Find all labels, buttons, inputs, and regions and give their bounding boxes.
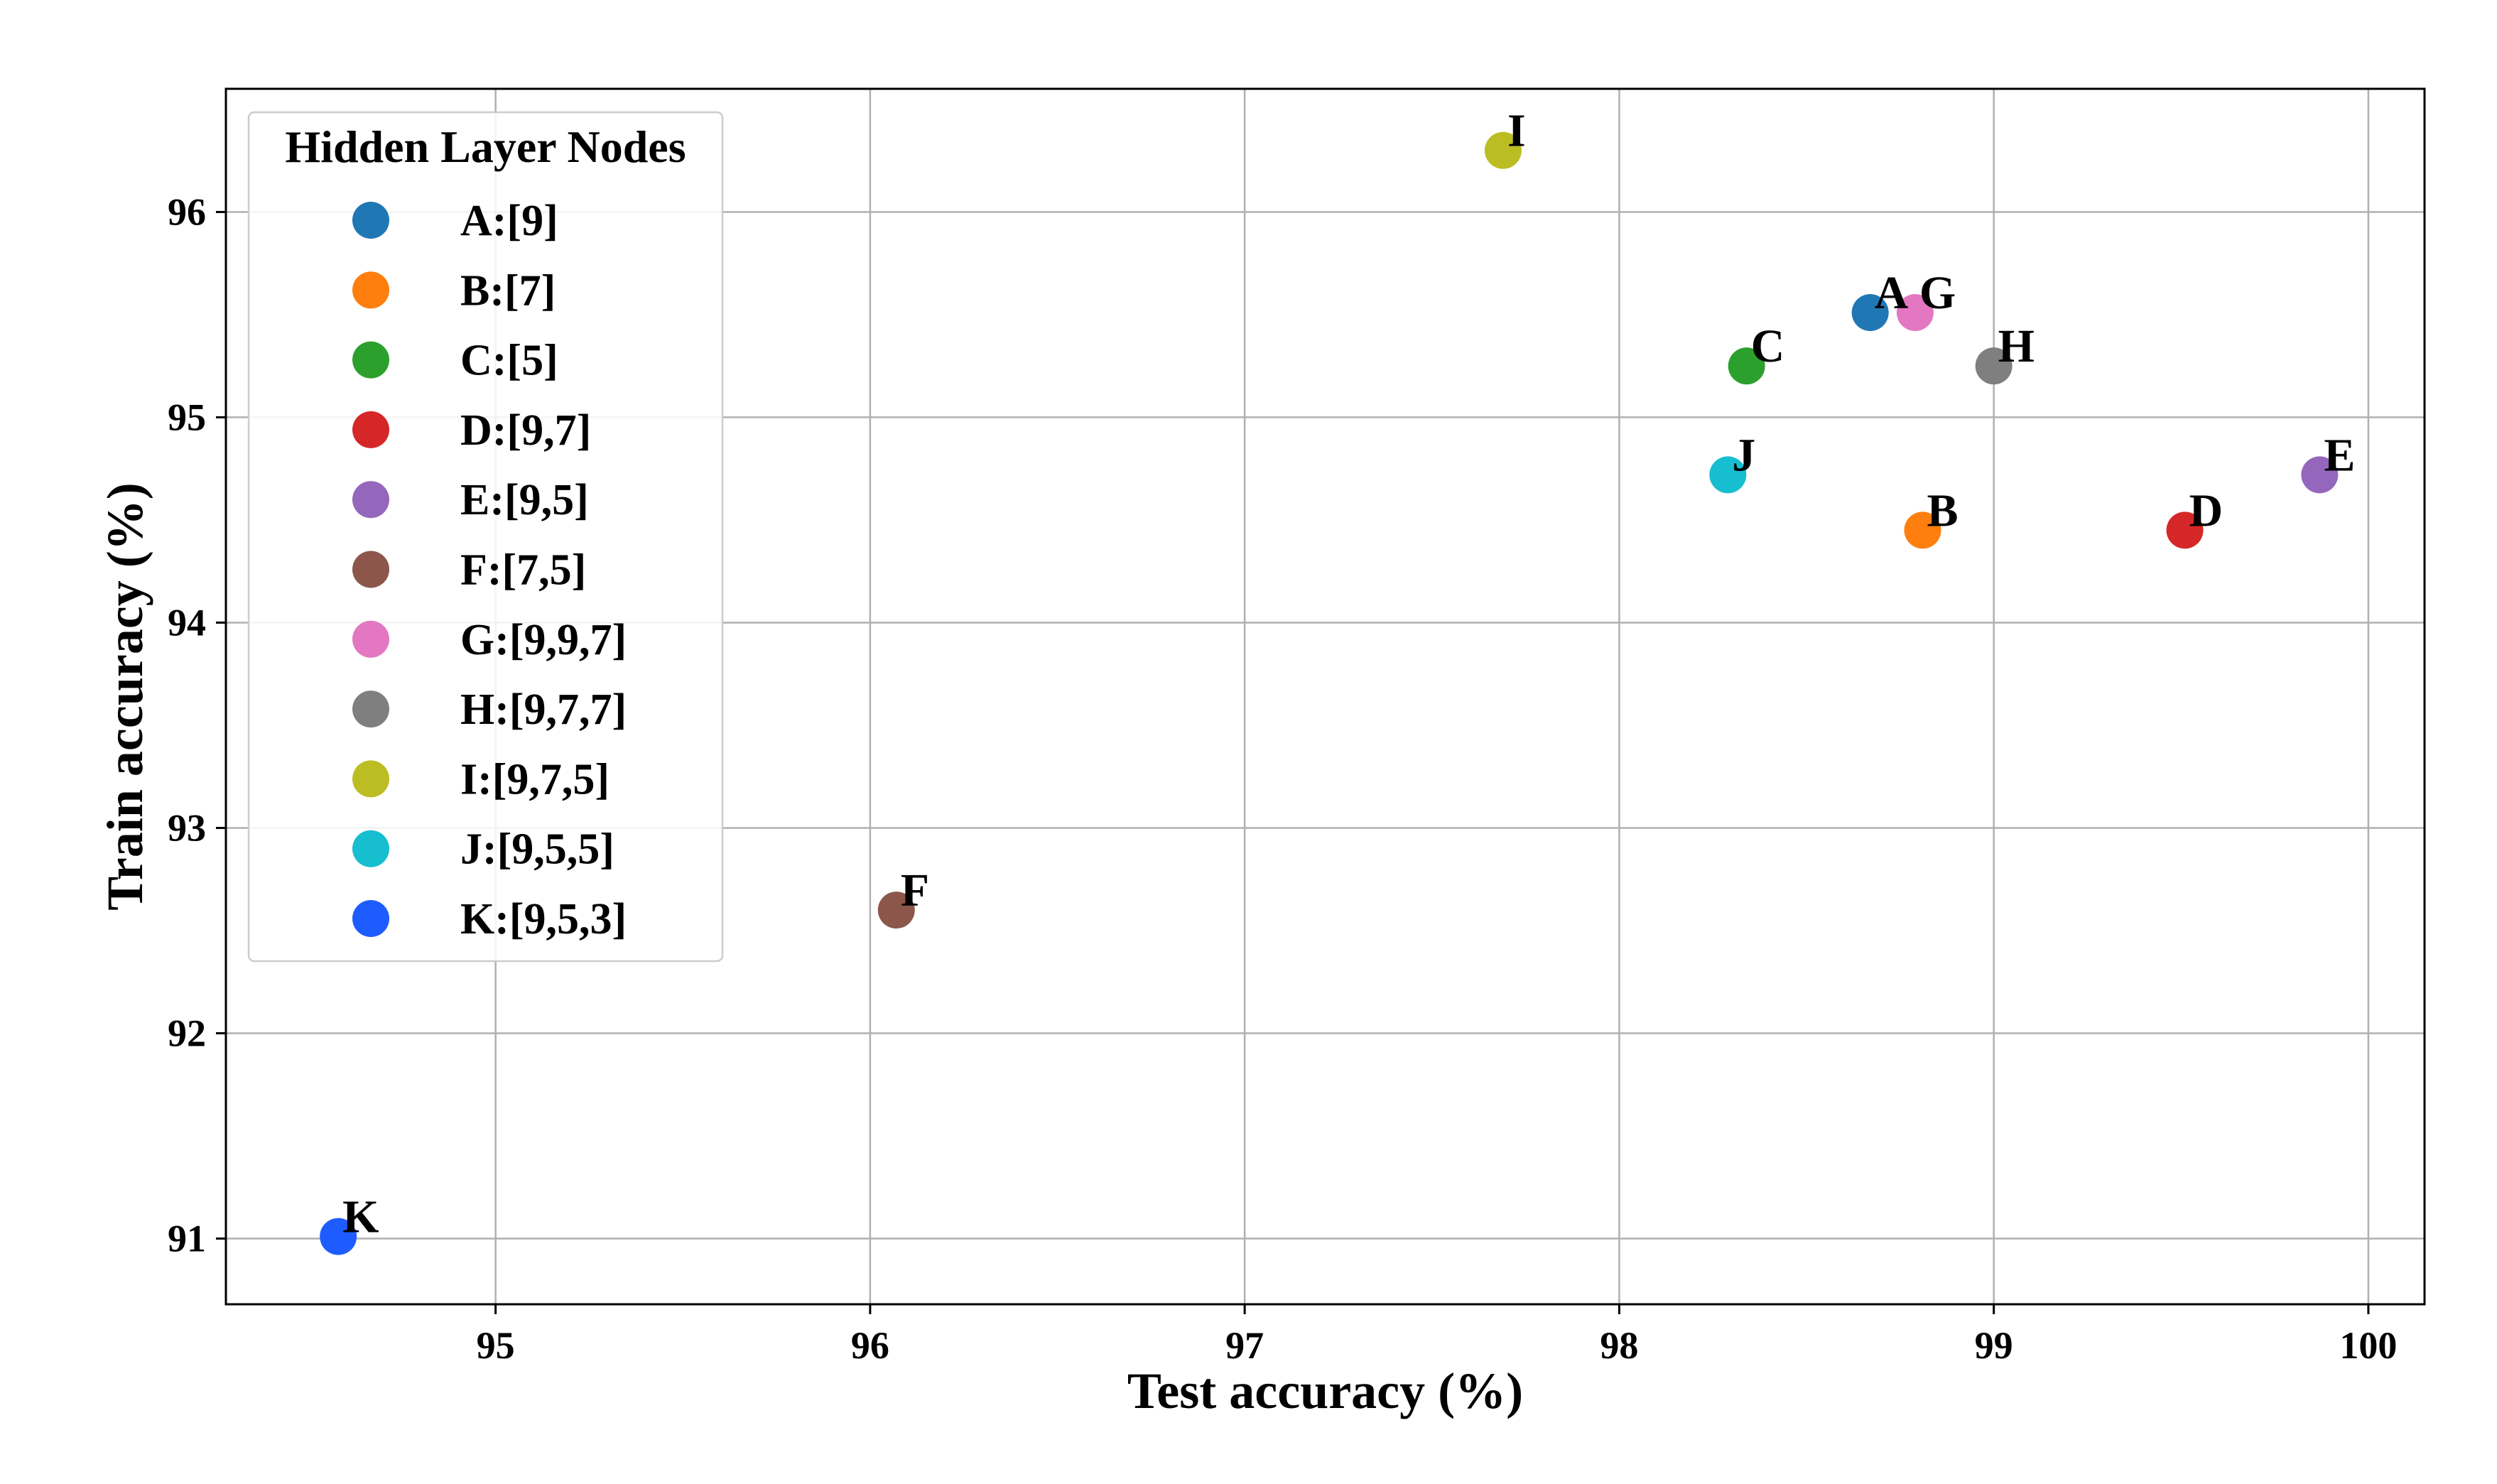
y-tick-label: 92 bbox=[168, 1012, 206, 1054]
legend-title: Hidden Layer Nodes bbox=[285, 121, 686, 172]
legend-marker-g bbox=[352, 620, 389, 658]
data-point-h bbox=[1975, 347, 2013, 385]
legend-entries: A:[9] B:[7] C:[5] D:[9,7] E:[9,5] F:[7,5] G:[9… bbox=[352, 197, 627, 943]
legend-marker-i bbox=[352, 760, 389, 798]
data-point-j bbox=[1709, 456, 1747, 494]
data-point-b bbox=[1904, 511, 1941, 549]
point-label-i: I bbox=[1507, 105, 1526, 157]
legend-entry-b: B:[7] bbox=[460, 266, 556, 315]
x-axis-label: Test accuracy (%) bbox=[1127, 1363, 1523, 1419]
legend-entry-i: I:[9,7,5] bbox=[460, 755, 610, 803]
legend-entry-e: E:[9,5] bbox=[460, 476, 589, 524]
point-label-d: D bbox=[2189, 484, 2224, 536]
point-label-f: F bbox=[901, 865, 929, 916]
legend-entry-c: C:[5] bbox=[460, 337, 558, 385]
point-label-b: B bbox=[1927, 484, 1958, 536]
point-label-e: E bbox=[2324, 429, 2355, 481]
y-tick-label: 95 bbox=[168, 396, 206, 438]
data-point-d bbox=[2166, 511, 2204, 549]
y-axis-ticks: 91 92 93 94 95 96 bbox=[168, 190, 226, 1260]
x-tick-label: 96 bbox=[851, 1324, 889, 1367]
data-points bbox=[320, 131, 2339, 1255]
data-point-i bbox=[1484, 131, 1522, 169]
legend-entry-a: A:[9] bbox=[460, 197, 558, 245]
legend-marker-e bbox=[352, 481, 389, 519]
x-tick-label: 98 bbox=[1600, 1324, 1638, 1367]
legend-entry-g: G:[9,9,7] bbox=[460, 616, 627, 664]
point-label-g: G bbox=[1919, 267, 1956, 319]
x-tick-label: 100 bbox=[2339, 1324, 2397, 1367]
legend-marker-c bbox=[352, 341, 389, 379]
y-tick-label: 91 bbox=[168, 1218, 206, 1260]
legend-entry-d: D:[9,7] bbox=[460, 406, 591, 455]
point-label-k: K bbox=[342, 1191, 379, 1243]
data-point-f bbox=[877, 892, 915, 929]
legend-marker-k bbox=[352, 900, 389, 937]
plot-frame bbox=[224, 87, 2426, 1306]
legend-marker-f bbox=[352, 551, 389, 588]
data-point-a bbox=[1851, 294, 1889, 332]
data-point-e bbox=[2301, 456, 2339, 494]
legend-box bbox=[247, 111, 724, 963]
point-label-j: J bbox=[1732, 429, 1755, 481]
legend-marker-h bbox=[352, 690, 389, 728]
legend-marker-a bbox=[352, 202, 389, 239]
point-labels: A B C D E F GH I J K bbox=[342, 105, 2355, 1243]
y-axis-label: Train accuracy (%) bbox=[97, 482, 153, 911]
y-tick-label: 94 bbox=[168, 601, 206, 644]
x-tick-label: 99 bbox=[1975, 1324, 2013, 1367]
legend-entry-f: F:[7,5] bbox=[460, 546, 586, 595]
x-tick-label: 95 bbox=[477, 1324, 515, 1367]
legend-entry-h: H:[9,7,7] bbox=[460, 686, 627, 734]
legend-marker-b bbox=[352, 271, 389, 309]
x-axis-ticks: 95 96 97 98 99 100 bbox=[477, 1304, 2397, 1367]
x-tick-label: 97 bbox=[1225, 1324, 1264, 1367]
data-point-g bbox=[1896, 294, 1934, 332]
data-point-k bbox=[320, 1218, 357, 1255]
data-point-c bbox=[1728, 347, 1765, 385]
legend-entry-j: J:[9,5,5] bbox=[460, 825, 614, 874]
y-tick-label: 96 bbox=[168, 190, 206, 233]
point-label-c: C bbox=[1751, 320, 1785, 372]
legend-marker-d bbox=[352, 411, 389, 448]
legend-entry-k: K:[9,5,3] bbox=[460, 895, 627, 943]
point-label-h: H bbox=[1998, 320, 2035, 372]
y-tick-label: 93 bbox=[168, 806, 206, 849]
legend: Hidden Layer Nodes A:[9] B:[7] C:[5] D:[9,7… bbox=[247, 111, 724, 963]
legend-marker-j bbox=[352, 830, 389, 867]
point-label-a: A bbox=[1875, 267, 1909, 319]
